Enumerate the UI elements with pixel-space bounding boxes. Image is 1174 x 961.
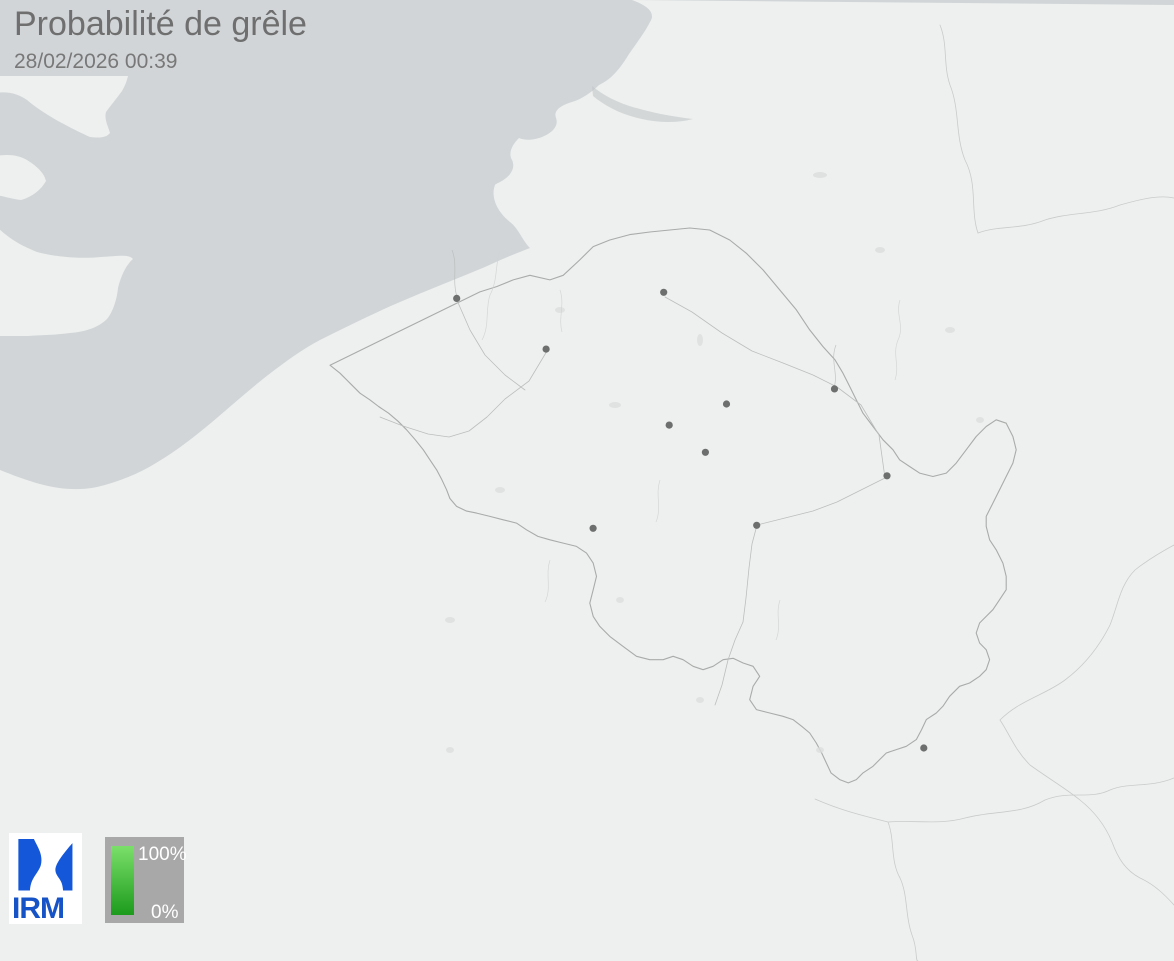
svg-text:100%: 100% (138, 844, 187, 865)
svg-text:0%: 0% (151, 902, 179, 923)
svg-text:IRM: IRM (12, 892, 64, 925)
svg-text:28/02/2026 00:39: 28/02/2026 00:39 (14, 50, 178, 73)
svg-text:Probabilité de grêle: Probabilité de grêle (14, 5, 307, 43)
